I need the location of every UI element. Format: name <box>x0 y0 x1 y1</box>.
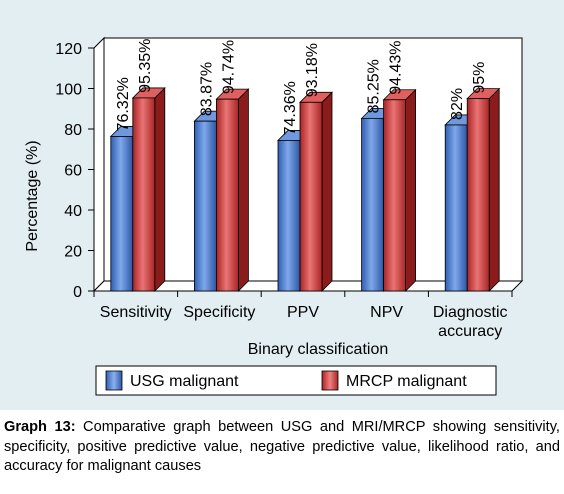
bar <box>215 98 239 292</box>
data-label: 82% <box>449 88 466 120</box>
y-tick-label: 100 <box>55 82 82 99</box>
data-label: 95% <box>471 62 488 94</box>
x-axis-title: Binary classification <box>248 341 389 358</box>
x-tick-label: Sensitivity <box>100 304 172 321</box>
bar <box>132 97 156 292</box>
bar-side <box>321 91 333 292</box>
bar <box>444 124 468 292</box>
y-tick-label: 80 <box>64 122 82 139</box>
x-tick-label: Specificity <box>183 304 255 321</box>
data-label: 93.18% <box>304 43 321 97</box>
y-axis-title: Percentage (%) <box>24 140 41 251</box>
data-label: 95.35% <box>137 39 154 93</box>
y-tick-label: 0 <box>73 284 82 301</box>
bar-side <box>405 88 417 292</box>
legend-swatch <box>321 370 339 391</box>
x-tick-label: NPV <box>370 304 403 321</box>
y-tick-label: 40 <box>64 203 82 220</box>
data-label: 94.74% <box>220 40 237 94</box>
data-label: 76.32% <box>115 77 132 131</box>
bar-chart: 0 20 40 60 80 100 120 Sensitivity Specificity PPV… <box>24 36 524 396</box>
y-tick-label: 20 <box>64 244 82 261</box>
data-label: 74.36% <box>282 81 299 135</box>
y-tick-label: 120 <box>55 41 82 58</box>
bar-side <box>237 88 249 292</box>
bar <box>110 136 134 292</box>
legend-swatch <box>105 370 123 391</box>
bar <box>466 98 490 292</box>
data-label: 94.43% <box>388 41 405 95</box>
y-tick-label: 60 <box>64 163 82 180</box>
side-wall <box>93 36 105 293</box>
caption-label: Graph 13: <box>4 419 76 435</box>
data-labels: 76.32% 83.87% 74.36% 85.25% 82% 95.35% 94.74% 9… <box>115 39 488 136</box>
x-tick-label: PPV <box>287 304 319 321</box>
data-label: 83.87% <box>198 62 215 116</box>
figure-caption: Graph 13: Comparative graph between USG … <box>4 418 560 477</box>
legend-box <box>95 365 497 396</box>
legend-label: USG malignant <box>130 373 239 390</box>
caption-text: Comparative graph between USG and MRI/MR… <box>4 419 560 475</box>
bar <box>299 101 323 292</box>
chart-panel: 0 20 40 60 80 100 120 Sensitivity Specificity PPV… <box>0 0 564 410</box>
data-label: 85.25% <box>366 59 383 113</box>
bar <box>383 99 407 292</box>
bar <box>277 140 301 292</box>
legend: USG malignant MRCP malignant <box>95 365 497 396</box>
legend-label: MRCP malignant <box>346 373 467 390</box>
bars <box>109 86 501 292</box>
bar <box>361 117 385 292</box>
bar-side <box>154 86 166 292</box>
x-tick-label: Diagnostic accuracy <box>433 304 508 340</box>
bar <box>193 120 217 292</box>
bar-side <box>488 87 500 292</box>
